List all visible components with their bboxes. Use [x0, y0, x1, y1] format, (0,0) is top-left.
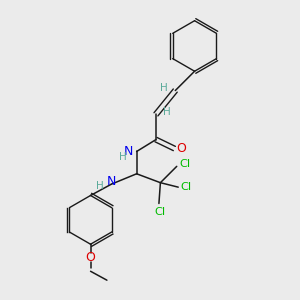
Text: O: O [176, 142, 186, 155]
Text: N: N [107, 175, 116, 188]
Text: Cl: Cl [181, 182, 192, 192]
Text: N: N [124, 145, 133, 158]
Text: Cl: Cl [179, 159, 190, 169]
Text: H: H [119, 152, 127, 162]
Text: O: O [85, 251, 95, 264]
Text: H: H [160, 83, 168, 93]
Text: H: H [164, 107, 171, 117]
Text: Cl: Cl [155, 207, 166, 217]
Text: H: H [96, 181, 104, 191]
